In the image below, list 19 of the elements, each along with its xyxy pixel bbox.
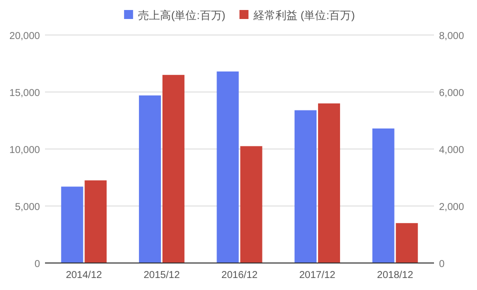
x-tick-label: 2018/12: [377, 270, 414, 281]
bar: [372, 128, 394, 263]
x-tick-label: 2014/12: [66, 270, 102, 281]
x-tick-label: 2017/12: [299, 270, 336, 281]
y-tick-label: 20,000: [9, 31, 40, 42]
x-tick-label: 2015/12: [144, 270, 180, 281]
y2-tick-label: 6,000: [439, 88, 464, 99]
y-tick-label: 0: [34, 259, 40, 270]
y2-tick-label: 8,000: [439, 31, 464, 42]
x-tick-label: 2016/12: [221, 270, 258, 281]
y2-tick-label: 2,000: [439, 202, 464, 213]
bar: [396, 223, 418, 263]
y2-tick-label: 4,000: [439, 145, 464, 156]
legend-label: 経常利益 (単位:百万): [252, 9, 355, 22]
legend-label: 売上高(単位:百万): [138, 9, 226, 22]
y-tick-label: 10,000: [9, 145, 40, 156]
y2-tick-label: 0: [439, 259, 445, 270]
y-tick-label: 5,000: [14, 202, 40, 213]
y-tick-label: 15,000: [9, 88, 40, 99]
